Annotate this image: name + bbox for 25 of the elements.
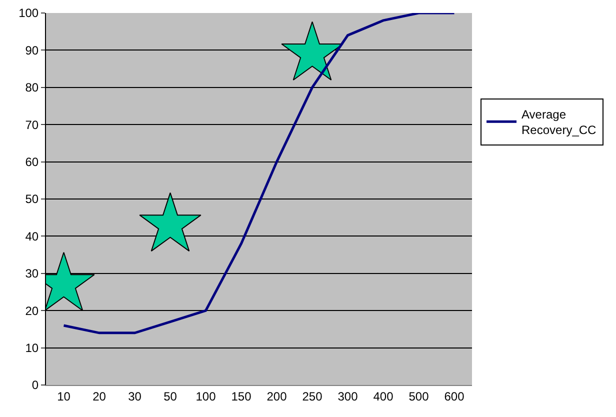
legend-label: Average Recovery_CC: [522, 108, 597, 138]
line-series: [62, 13, 456, 334]
y-tick-label: 90: [25, 43, 39, 58]
x-tick-label: 300: [338, 389, 358, 404]
x-tick-label: 500: [408, 389, 430, 404]
x-tick-label: 200: [266, 389, 288, 404]
y-tick-label: 0: [32, 378, 39, 392]
y-tick-label: 80: [25, 80, 39, 95]
y-tick-label: 60: [25, 155, 39, 169]
y-tick-label: 20: [25, 304, 39, 318]
x-tick-label: 30: [128, 389, 142, 404]
x-tick-label: 50: [164, 389, 178, 404]
x-tick-label: 20: [92, 389, 106, 404]
y-tick-label: 10: [25, 341, 39, 355]
x-tick-label: 10: [57, 389, 71, 404]
x-tick-label: 250: [302, 389, 323, 404]
x-tick-label: 100: [196, 389, 216, 404]
y-tick-label: 70: [25, 118, 39, 132]
x-tick-label: 400: [373, 389, 394, 404]
x-tick-label: 600: [444, 389, 465, 404]
y-tick-label: 40: [25, 229, 39, 244]
y-tick-label: 100: [18, 6, 39, 20]
y-tick-label: 50: [25, 192, 39, 206]
x-tick-label: 150: [231, 389, 252, 404]
y-tick-label: 30: [25, 266, 39, 281]
